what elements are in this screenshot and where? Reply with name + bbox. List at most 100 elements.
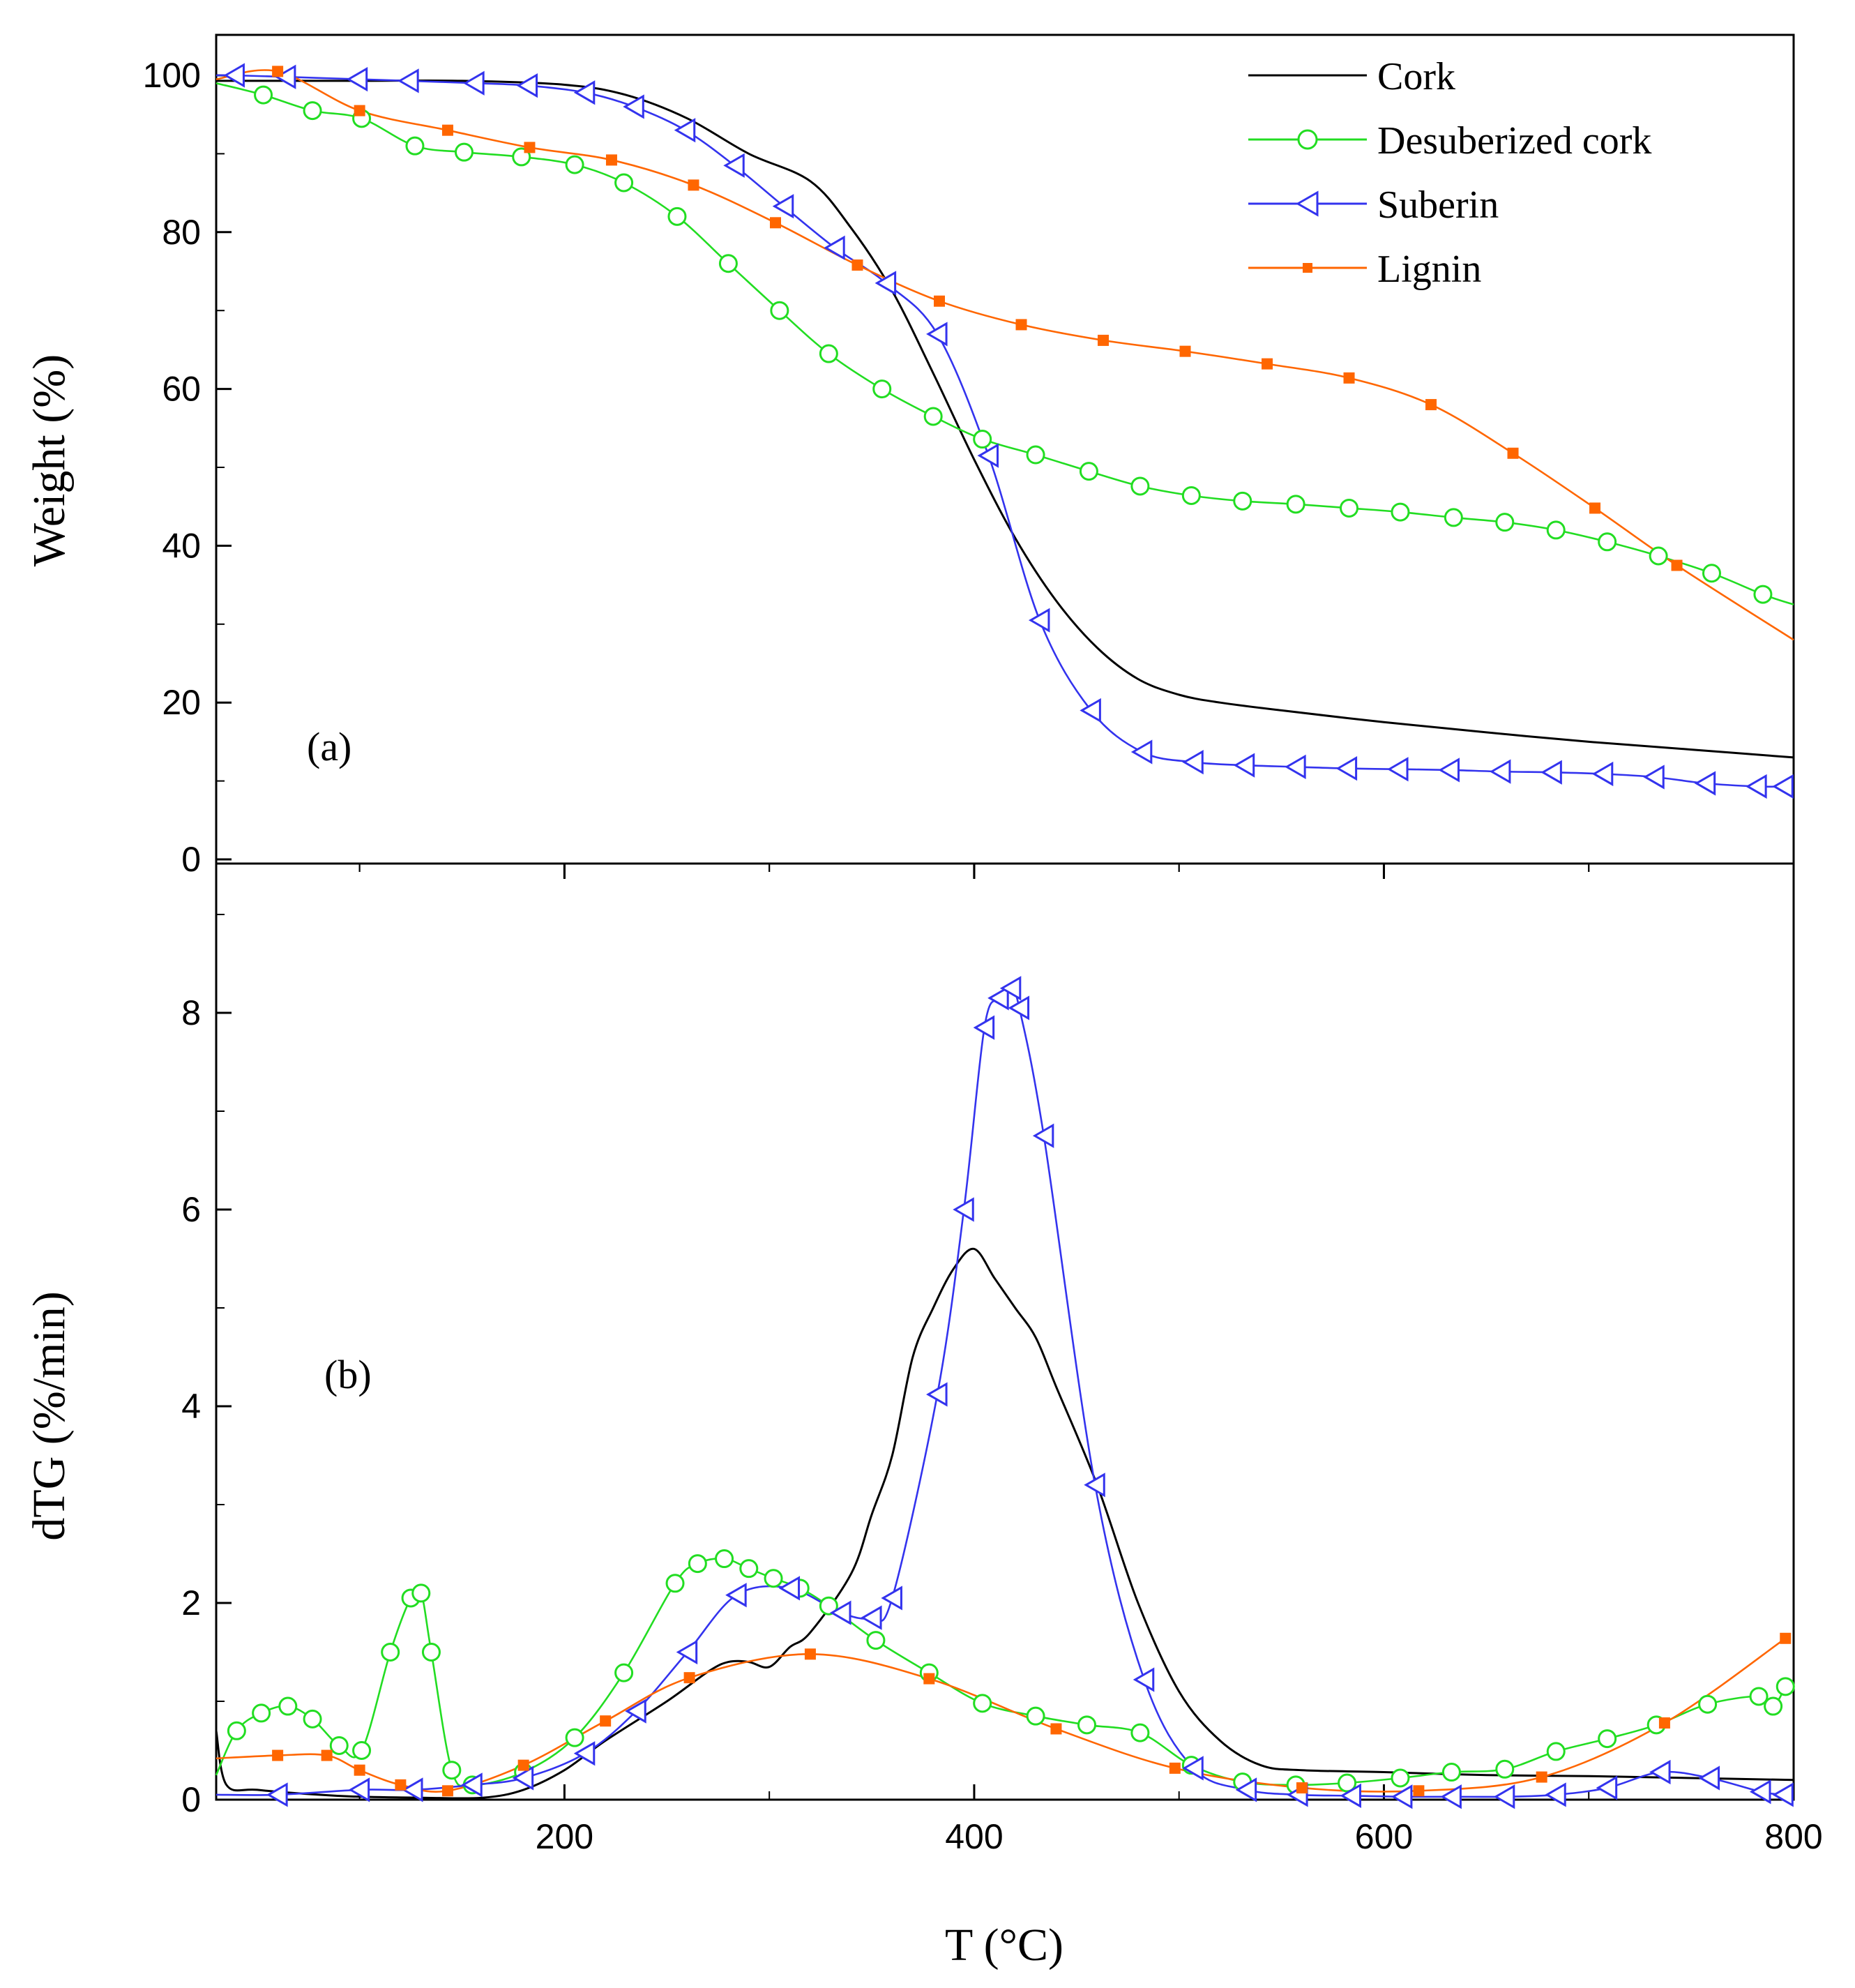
panel-b-point-lignin [923, 1673, 935, 1685]
panel-a-point-desuberized-cork [454, 142, 474, 162]
x-axis-title: T (°C) [945, 1920, 1063, 1971]
panel-a-point-lignin [354, 105, 365, 116]
panel-b-point-suberin [1032, 1123, 1054, 1148]
panel-a-y-axis-title: Weight (%) [24, 354, 75, 566]
panel-a-y-tick-label: 40 [162, 526, 201, 565]
panel-a-point-desuberized-cork [1079, 462, 1098, 481]
panel-b-frame [215, 862, 1795, 1801]
panel-a-point-lignin [1507, 447, 1519, 459]
legend: Cork Desuberized cork Suberin Lignin [1248, 55, 1651, 291]
panel-b-point-desuberized-cork [1775, 1677, 1795, 1696]
panel-b-point-suberin [1133, 1667, 1155, 1692]
series-layer [215, 69, 1794, 1800]
panel-b-point-suberin [1493, 1784, 1515, 1809]
panel-b-point-desuberized-cork [1598, 1729, 1617, 1749]
panel-b-point-desuberized-cork [227, 1721, 246, 1740]
legend-label-lignin: Lignin [1377, 248, 1481, 291]
panel-b-point-desuberized-cork [565, 1728, 584, 1747]
panel-a-point-suberin [1489, 759, 1511, 784]
panel-b-point-desuberized-cork [739, 1559, 759, 1579]
panel-b-point-suberin [1008, 995, 1030, 1021]
panel-b-point-lignin [804, 1648, 816, 1660]
panel-a-point-desuberized-cork [254, 85, 273, 105]
panel-b-point-lignin [1780, 1632, 1792, 1644]
panel-b-point-suberin [625, 1699, 646, 1724]
panel-b-point-desuberized-cork [1764, 1696, 1783, 1716]
panel-b-point-desuberized-cork [278, 1696, 298, 1716]
panel-a-series-suberin [215, 74, 1784, 788]
panel-a-point-desuberized-cork [614, 173, 634, 193]
panel-b-point-lignin [1658, 1717, 1670, 1729]
x-tick-label: 600 [1355, 1817, 1413, 1856]
panel-a-point-desuberized-cork [405, 136, 425, 156]
x-tick-label: 400 [945, 1817, 1003, 1856]
panel-a-point-suberin [573, 80, 596, 105]
axes-layer: 0 20 40 60 80 100 0 2 4 6 8 200 400 600 800 [143, 33, 1823, 1856]
panel-a-point-desuberized-cork [819, 344, 838, 363]
panel-a-series-cork [215, 79, 1794, 759]
panel-b-point-desuberized-cork [252, 1703, 271, 1723]
legend-label-desuberized-cork: Desuberized cork [1377, 119, 1651, 163]
panel-b-point-suberin [1340, 1783, 1361, 1808]
panel-b-y-tick-label: 2 [181, 1583, 201, 1622]
panel-b-point-suberin [1182, 1756, 1204, 1781]
panel-b-y-axis-title: dTG (%/min) [24, 1291, 75, 1540]
legend-label-cork: Cork [1377, 55, 1455, 98]
panel-a-point-suberin [674, 118, 696, 143]
panel-a-point-suberin [1233, 753, 1255, 778]
panel-a-point-suberin [1694, 771, 1716, 796]
panel-b-point-lignin [395, 1779, 407, 1791]
panel-a-point-desuberized-cork [565, 155, 584, 174]
panel-a-point-suberin [1643, 765, 1665, 790]
panel-a-point-lignin [851, 259, 863, 271]
panel-a-point-suberin [772, 194, 794, 219]
panel-a-point-suberin [1285, 754, 1306, 779]
panel-b-point-desuberized-cork [411, 1583, 431, 1603]
panel-b-point-suberin [348, 1777, 370, 1802]
legend-marker-suberin [1295, 190, 1319, 217]
panel-a-point-desuberized-cork [1444, 508, 1463, 527]
panel-b-point-desuberized-cork [1698, 1694, 1718, 1714]
panel-b-point-desuberized-cork [665, 1574, 685, 1593]
panel-a-point-desuberized-cork [923, 407, 943, 426]
panel-b-point-suberin [973, 1015, 995, 1040]
panel-b-point-desuberized-cork [442, 1761, 462, 1780]
panel-a-point-lignin [605, 154, 617, 166]
panel-a-point-lignin [688, 179, 699, 191]
panel-a-point-suberin [397, 68, 419, 93]
legend-marker-desuberized-cork [1297, 129, 1318, 150]
panel-a-y-tick-label: 100 [143, 56, 201, 95]
panel-a-point-lignin [933, 295, 945, 307]
panel-b-series-lignin [215, 1637, 1786, 1793]
panel-a-point-lignin [1343, 372, 1355, 384]
panel-b-y-tick-label: 0 [181, 1780, 201, 1819]
panel-a-point-suberin [223, 63, 245, 88]
panel-b-point-suberin [461, 1772, 483, 1798]
panel-b-point-lignin [1050, 1723, 1062, 1735]
panel-a-point-suberin [346, 67, 368, 92]
panel-b-point-desuberized-cork [715, 1549, 734, 1569]
panel-a-point-desuberized-cork [1391, 502, 1410, 522]
panel-a-point-lignin [1425, 399, 1437, 411]
panel-a-point-desuberized-cork [1495, 513, 1515, 532]
panel-b-point-suberin [953, 1197, 974, 1222]
panel-b-point-desuberized-cork [1441, 1763, 1461, 1782]
panel-b-point-suberin [1391, 1784, 1413, 1809]
panel-b-point-desuberized-cork [381, 1643, 400, 1662]
panel-a-point-suberin [1182, 750, 1204, 775]
panel-a-point-suberin [516, 73, 538, 98]
panel-b-y-tick-label: 4 [181, 1387, 201, 1426]
panel-b-point-desuberized-cork [614, 1663, 634, 1682]
panel-a-point-suberin [1772, 774, 1794, 799]
x-tick-label: 200 [536, 1817, 593, 1856]
panel-a-point-suberin [1335, 756, 1358, 781]
panel-b-point-lignin [517, 1759, 529, 1771]
panel-a-point-lignin [1098, 334, 1110, 346]
panel-a-point-lignin [1671, 559, 1683, 571]
panel-b-point-desuberized-cork [764, 1569, 783, 1588]
panel-a-point-suberin [1387, 757, 1409, 782]
panel-b-point-suberin [999, 976, 1022, 1001]
panel-a-point-suberin [1746, 774, 1767, 799]
panel-a-point-suberin [463, 70, 485, 96]
panel-b-y-tick-label: 8 [181, 993, 201, 1032]
